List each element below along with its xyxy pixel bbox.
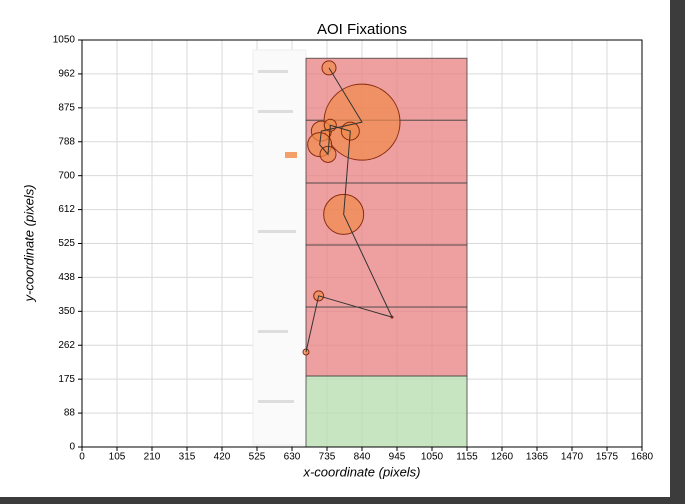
x-tick-label: 735 xyxy=(319,452,336,463)
aoi xyxy=(306,307,467,376)
x-tick-label: 105 xyxy=(109,452,126,463)
y-tick-label: 88 xyxy=(64,408,76,419)
y-tick-label: 438 xyxy=(58,272,75,283)
chart: AOI Fixations x-coordinate (pixels) y-co… xyxy=(0,0,685,504)
side-strip xyxy=(670,0,685,504)
y-axis-label: y-coordinate (pixels) xyxy=(21,184,36,302)
y-tick-label: 962 xyxy=(58,69,75,80)
x-tick-label: 525 xyxy=(249,452,266,463)
chart-title: AOI Fixations xyxy=(317,21,407,38)
x-tick-label: 1575 xyxy=(596,452,619,463)
x-tick-label: 0 xyxy=(79,452,85,463)
x-tick-label: 1680 xyxy=(631,452,654,463)
button xyxy=(285,152,297,158)
x-tick-label: 945 xyxy=(389,452,406,463)
x-axis-label: x-coordinate (pixels) xyxy=(302,464,420,479)
x-tick-label: 1470 xyxy=(561,452,584,463)
x-tick-label: 630 xyxy=(284,452,301,463)
y-tick-label: 612 xyxy=(58,204,75,215)
y-tick-label: 350 xyxy=(58,306,75,317)
y-tick-label: 525 xyxy=(58,238,75,249)
screenshot: AOI Fixations x-coordinate (pixels) y-co… xyxy=(0,0,685,504)
x-tick-label: 1365 xyxy=(526,452,549,463)
text-line xyxy=(258,110,293,113)
x-tick-label: 1050 xyxy=(421,452,444,463)
y-tick-label: 700 xyxy=(58,170,75,181)
x-tick-label: 210 xyxy=(144,452,161,463)
y-tick-label: 0 xyxy=(69,442,75,453)
text-line xyxy=(258,70,288,73)
x-tick-label: 315 xyxy=(179,452,196,463)
x-tick-label: 420 xyxy=(214,452,231,463)
y-tick-label: 1050 xyxy=(53,35,76,46)
page-thumbnail xyxy=(253,50,306,445)
aoi xyxy=(306,245,467,307)
text-line xyxy=(258,400,294,403)
y-tick-label: 788 xyxy=(58,136,75,147)
text-line xyxy=(258,230,296,233)
y-tick-label: 175 xyxy=(58,374,75,385)
x-tick-label: 1155 xyxy=(456,452,478,463)
x-tick-label: 840 xyxy=(354,452,371,463)
y-tick-label: 875 xyxy=(58,102,75,113)
y-tick-label: 262 xyxy=(58,340,75,351)
side-panel xyxy=(253,50,306,445)
aoi xyxy=(306,376,467,447)
bottom-strip xyxy=(0,497,685,504)
x-tick-label: 1260 xyxy=(491,452,514,463)
text-line xyxy=(258,330,288,333)
